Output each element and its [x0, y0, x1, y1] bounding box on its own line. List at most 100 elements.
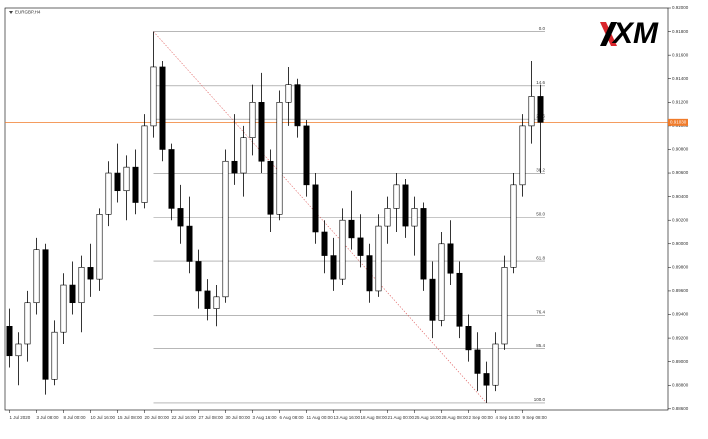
candle-body	[78, 267, 85, 304]
current-price-box	[668, 118, 688, 126]
logo-slash	[600, 22, 617, 46]
fib-level-label: 61.8	[536, 255, 545, 260]
candle-body	[222, 160, 229, 298]
candle-body	[240, 137, 247, 174]
y-tick-label: 0.88600	[672, 406, 689, 411]
x-tick-label: 9 Sep 08:00	[523, 415, 548, 420]
x-tick-label: 1 Jul 2020	[10, 415, 31, 420]
x-tick-label: 4 Sep 16:00	[496, 415, 521, 420]
fib-level-label: 0.0	[539, 26, 546, 31]
candle-body	[132, 166, 139, 203]
y-tick-label: 0.90200	[672, 217, 689, 222]
candle-body	[537, 96, 544, 123]
candle-body	[294, 84, 301, 127]
candle-body	[186, 225, 193, 262]
y-tick-label: 0.90600	[672, 170, 689, 175]
x-tick-label: 3 Aug 16:00	[253, 415, 278, 420]
candle-body	[465, 325, 472, 351]
candle-body	[456, 272, 463, 327]
candle-body	[105, 172, 112, 215]
candle-body	[276, 102, 283, 215]
candle-body	[519, 125, 526, 186]
candle-body	[339, 219, 346, 280]
candle-body	[393, 184, 400, 209]
fib-level-label: 85.4	[536, 343, 545, 348]
candle-body	[366, 255, 373, 292]
x-tick-label: 20 Jul 00:00	[145, 415, 170, 420]
candle-body	[285, 84, 292, 103]
x-tick-label: 10 Jul 16:00	[91, 415, 116, 420]
candle-body	[510, 184, 517, 268]
plot-frame	[4, 7, 669, 411]
candle-body	[420, 208, 427, 280]
candle-body	[96, 214, 103, 280]
x-tick-label: 15 Jul 08:00	[118, 415, 143, 420]
candle-body	[24, 302, 31, 345]
candle-body	[438, 243, 445, 321]
candle-body	[483, 373, 490, 386]
candle-body	[177, 208, 184, 227]
x-tick-label: 2 Sep 00:00	[469, 415, 494, 420]
candle-body	[42, 249, 49, 380]
y-tick-label: 0.90800	[672, 147, 689, 152]
candle-body	[114, 172, 121, 192]
y-tick-label: 0.89800	[672, 265, 689, 270]
candle-body	[249, 102, 256, 138]
candle-body	[159, 66, 166, 150]
y-tick-label: 0.89000	[672, 359, 689, 364]
candle-body	[411, 208, 418, 227]
candle-body	[123, 166, 130, 192]
fib-level-label: 100.0	[534, 397, 546, 402]
candle-body	[213, 296, 220, 309]
candle-body	[258, 102, 265, 162]
candle-body	[60, 284, 67, 333]
y-tick-label: 0.91200	[672, 99, 689, 104]
candle-body	[267, 160, 274, 215]
x-tick-label: 11 Aug 00:00	[307, 415, 334, 420]
y-tick-label: 0.89600	[672, 288, 689, 293]
candle-body	[231, 160, 238, 174]
candle-body	[429, 278, 436, 321]
candle-body	[384, 208, 391, 227]
candle-body	[195, 261, 202, 292]
symbol-icon	[9, 11, 13, 14]
candle-body	[312, 184, 319, 233]
candle-body	[402, 184, 409, 227]
candle-body	[303, 125, 310, 186]
x-tick-label: 18 Aug 08:00	[361, 415, 388, 420]
candle-body	[204, 290, 211, 309]
x-tick-label: 30 Jul 00:00	[226, 415, 251, 420]
x-tick-label: 21 Aug 00:00	[388, 415, 415, 420]
candle-body	[330, 255, 337, 280]
y-tick-label: 0.89400	[672, 312, 689, 317]
candle-body	[375, 225, 382, 292]
y-tick-label: 0.90000	[672, 241, 689, 246]
candle-body	[501, 267, 508, 345]
candle-body	[528, 96, 535, 127]
candle-body	[6, 325, 13, 357]
candle-body	[357, 237, 364, 256]
candle-body	[150, 66, 157, 127]
candle-body	[15, 343, 22, 357]
candle-body	[69, 284, 76, 304]
symbol-label: EURGBP,H4	[15, 10, 41, 15]
candle-body	[141, 125, 148, 203]
fib-level-label: 50.0	[536, 211, 545, 216]
y-tick-label: 0.88800	[672, 382, 689, 387]
x-tick-label: 27 Jul 08:00	[199, 415, 224, 420]
candle-body	[51, 331, 58, 380]
candle-body	[348, 219, 355, 239]
x-tick-label: 3 Jul 08:00	[37, 415, 60, 420]
y-tick-label: 0.91600	[672, 52, 689, 57]
x-tick-label: 8 Jul 00:00	[64, 415, 87, 420]
y-tick-label: 0.92000	[672, 5, 689, 10]
candle-body	[447, 243, 454, 274]
y-tick-label: 0.89200	[672, 335, 689, 340]
x-tick-label: 6 Aug 08:00	[280, 415, 305, 420]
brand-text: XM	[611, 17, 659, 50]
y-tick-label: 0.90400	[672, 194, 689, 199]
candle-body	[168, 149, 175, 209]
